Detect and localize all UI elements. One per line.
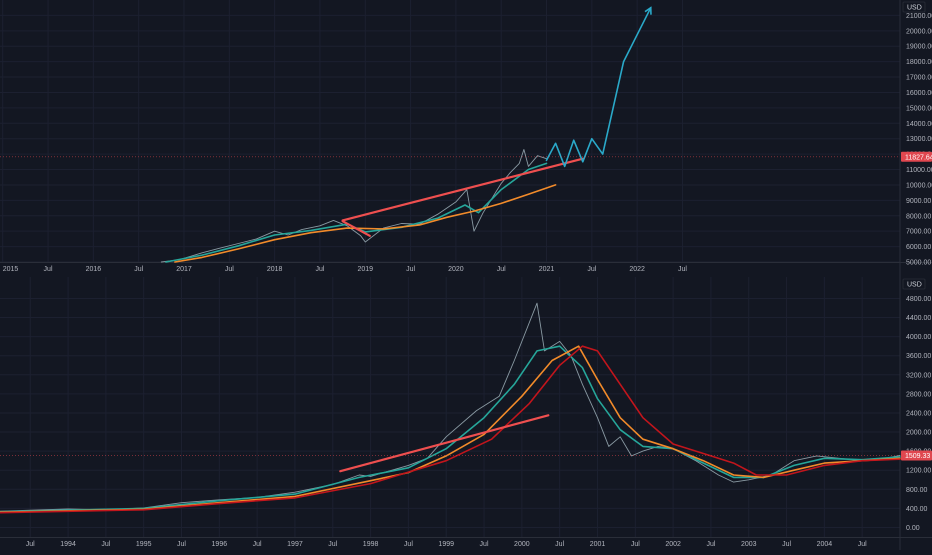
y-tick-label: 16000.00: [906, 90, 932, 97]
y-tick-label: 10000.00: [906, 182, 932, 189]
x-tick-label: Jul: [328, 541, 337, 548]
x-tick-label: 2017: [176, 266, 192, 273]
currency-unit-label: USD: [907, 282, 922, 289]
x-tick-label: 2000: [514, 541, 530, 548]
x-tick-label: 2004: [817, 541, 833, 548]
y-tick-label: 800.00: [906, 487, 928, 494]
x-tick-label: Jul: [177, 541, 186, 548]
y-tick-label: 18000.00: [906, 59, 932, 66]
currency-unit-label: USD: [907, 5, 922, 12]
series-line-5: [341, 220, 371, 237]
series-line-3: [0, 345, 901, 513]
y-tick-label: 17000.00: [906, 75, 932, 82]
y-tick-label: 13000.00: [906, 136, 932, 143]
x-tick-label: 1995: [136, 541, 152, 548]
currency-unit-box[interactable]: [902, 1, 926, 13]
last-price-label: 11827.64: [905, 154, 932, 161]
y-tick-label: 4800.00: [906, 296, 931, 303]
y-tick-label: 7000.00: [906, 229, 931, 236]
x-tick-label: Jul: [480, 541, 489, 548]
last-price-badge: [901, 450, 932, 461]
x-tick-label: Jul: [497, 266, 506, 273]
y-tick-label: 2000.00: [906, 430, 931, 437]
x-tick-label: Jul: [101, 541, 110, 548]
x-tick-label: Jul: [555, 541, 564, 548]
x-tick-label: 1999: [438, 541, 454, 548]
x-tick-label: 2019: [357, 266, 373, 273]
y-tick-label: 2400.00: [906, 410, 931, 417]
x-tick-label: Jul: [678, 266, 687, 273]
x-tick-label: 1994: [60, 541, 76, 548]
x-tick-label: Jul: [858, 541, 867, 548]
y-tick-label: 4400.00: [906, 315, 931, 322]
y-tick-label: 8000.00: [906, 213, 931, 220]
x-tick-label: Jul: [406, 266, 415, 273]
x-tick-label: 1996: [212, 541, 228, 548]
series-line-4: [341, 157, 584, 222]
y-tick-label: 1200.00: [906, 468, 931, 475]
y-tick-label: 3600.00: [906, 353, 931, 360]
x-tick-label: Jul: [315, 266, 324, 273]
x-tick-label: Jul: [706, 541, 715, 548]
x-tick-label: 1998: [363, 541, 379, 548]
x-tick-label: 2003: [741, 541, 757, 548]
chart-panel-2: 4800.00 4400.00 4000.00 3600.00 3200.00 2800.…: [0, 277, 932, 550]
x-tick-label: 2001: [590, 541, 606, 548]
x-tick-label: Jul: [134, 266, 143, 273]
x-tick-label: 2016: [86, 266, 102, 273]
y-tick-label: 14000.00: [906, 121, 932, 128]
y-tick-label: 400.00: [906, 506, 928, 513]
series-line-6: [545, 6, 652, 168]
series-line-4: [0, 345, 901, 514]
chart-panel-1: 21000.00 20000.00 19000.00 18000.00 17000.00…: [0, 0, 932, 277]
y-tick-label: 4000.00: [906, 334, 931, 341]
series-line-5: [339, 414, 550, 473]
y-tick-label: 3200.00: [906, 372, 931, 379]
y-tick-label: 19000.00: [906, 44, 932, 51]
x-tick-label: Jul: [404, 541, 413, 548]
y-tick-label: 9000.00: [906, 198, 931, 205]
x-tick-label: 2018: [267, 266, 283, 273]
series-line-3: [174, 184, 557, 263]
x-tick-label: Jul: [587, 266, 596, 273]
x-tick-label: 2021: [539, 266, 555, 273]
x-tick-label: Jul: [26, 541, 35, 548]
currency-unit-box[interactable]: [902, 278, 926, 290]
x-tick-label: Jul: [225, 266, 234, 273]
x-tick-label: 2015: [3, 266, 19, 273]
y-tick-label: 2800.00: [906, 391, 931, 398]
x-tick-label: Jul: [631, 541, 640, 548]
y-tick-label: 11000.00: [906, 167, 932, 174]
x-tick-label: Jul: [44, 266, 53, 273]
x-tick-label: 1997: [287, 541, 303, 548]
y-tick-label: 0.00: [906, 525, 920, 532]
y-tick-label: 21000.00: [906, 13, 932, 20]
y-tick-label: 15000.00: [906, 105, 932, 112]
x-tick-label: 2002: [665, 541, 681, 548]
last-price-badge: [901, 151, 932, 162]
x-tick-label: 2020: [448, 266, 464, 273]
x-tick-label: Jul: [782, 541, 791, 548]
x-tick-label: 2022: [629, 266, 645, 273]
last-price-label: 1509.33: [905, 453, 930, 460]
y-tick-label: 20000.00: [906, 28, 932, 35]
x-tick-label: Jul: [253, 541, 262, 548]
series-line-2: [0, 345, 901, 513]
y-tick-label: 6000.00: [906, 244, 931, 251]
y-tick-label: 5000.00: [906, 260, 931, 267]
projection-arrowhead: [644, 6, 652, 15]
